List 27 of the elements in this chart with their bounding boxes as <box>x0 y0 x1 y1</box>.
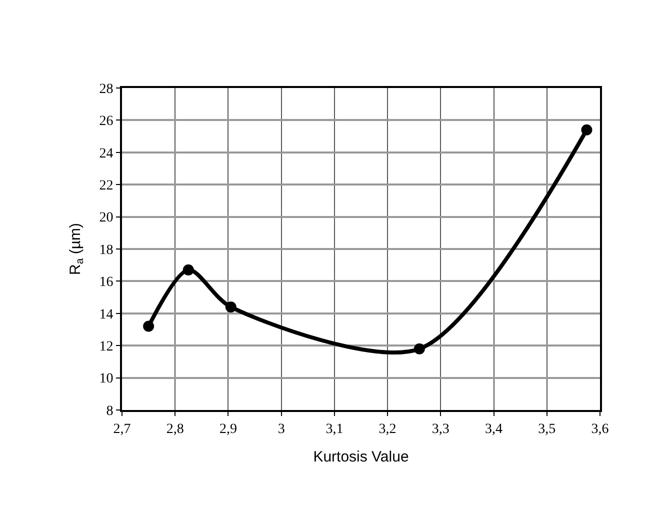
x-tick-label: 3,4 <box>485 422 503 437</box>
point <box>182 264 194 276</box>
y-tick-label: 20 <box>99 210 114 226</box>
point <box>143 320 154 332</box>
x-axis-title: Kurtosis Value <box>313 448 409 466</box>
point <box>581 124 592 136</box>
x-tick-label: 3,6 <box>591 422 609 437</box>
x-tick-label: 3 <box>278 422 285 437</box>
y-tick-label: 16 <box>99 275 114 290</box>
y-tick-label: 14 <box>99 307 114 322</box>
x-tick-label: 3,3 <box>432 422 450 437</box>
x-tick-label: 3,1 <box>326 422 344 437</box>
y-tick-label: 10 <box>99 372 114 387</box>
y-tick-label: 22 <box>99 178 114 194</box>
y-tick-label: 26 <box>99 114 114 130</box>
y-tick-label: 8 <box>106 404 114 419</box>
y-tick-label: 12 <box>99 340 114 354</box>
x-tick-label: 3,2 <box>378 422 396 437</box>
x-tick-label: 3,5 <box>538 422 556 437</box>
y-tick-label: 28 <box>99 82 114 97</box>
x-tick-label: 2,8 <box>166 422 184 437</box>
point <box>414 343 425 354</box>
y-tick-label: 18 <box>99 242 114 258</box>
point <box>225 301 236 312</box>
x-tick-label: 2,7 <box>113 422 131 437</box>
y-tick-label: 24 <box>99 146 114 162</box>
x-tick-label: 2,9 <box>219 422 237 437</box>
